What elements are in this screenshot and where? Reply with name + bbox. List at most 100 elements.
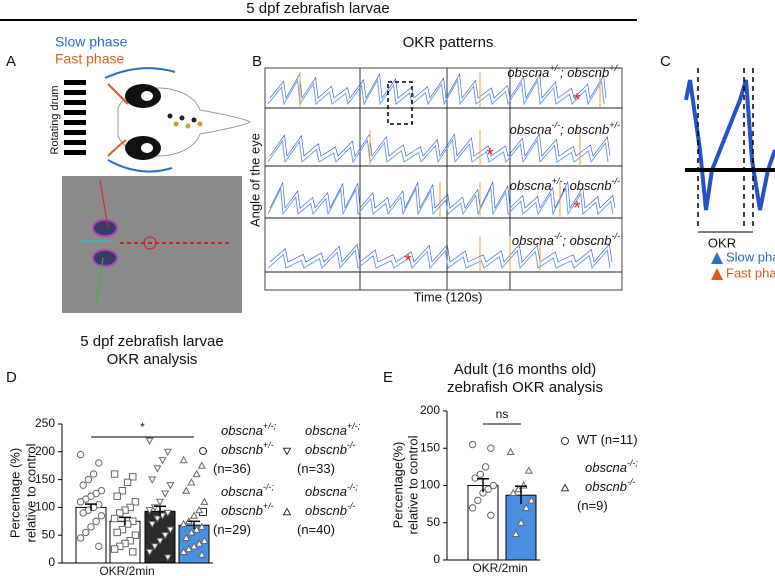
data-point [76,498,85,506]
superscript: -/- [612,231,621,241]
significance-label: * [140,420,145,434]
text-part: obscna [221,423,263,438]
data-point [189,542,199,550]
eye-trace [267,249,611,270]
superscript: +/- [609,63,620,73]
data-point [192,525,201,533]
data-point [116,509,124,517]
data-point [95,459,103,467]
y-tick-label: 200 [420,403,440,417]
data-point [129,548,137,556]
y-tick-label: 200 [35,444,55,458]
microscopy-image [62,176,242,313]
data-point [82,528,90,537]
legend-marker [561,437,569,445]
data-point [474,496,482,505]
data-point [113,492,121,500]
superscript: -/-; [627,458,638,468]
text-part: (n=9) [577,498,608,513]
eye-trace [267,78,605,106]
superscript: +/- [609,120,620,130]
data-point [89,470,98,478]
superscript: -/- [554,231,563,241]
fast-phase-label: Fast phase [726,265,775,280]
data-point [145,437,154,445]
panel-label: C [660,53,671,70]
superscript: +/- [549,63,560,73]
panel-label: E [383,369,393,386]
data-point [522,503,531,511]
y-axis-label: relative to control [405,435,420,534]
data-point [110,514,119,523]
y-tick-label: 100 [35,500,55,514]
data-point [155,537,165,545]
data-point [195,505,204,514]
superscript: +/-; [263,421,277,431]
legend-marker [282,447,292,456]
data-point [187,528,196,536]
superscript: -/- [347,440,356,450]
data-point [158,457,167,465]
rich-text: obscna+/-; [221,421,277,438]
y-axis-label: Percentage (%) [7,448,22,538]
data-point [166,526,175,534]
text-part: obscnb [305,442,347,457]
eye-trace [269,73,607,99]
legend-marker [560,483,570,492]
data-point [79,509,87,517]
data-point [509,488,518,497]
superscript: +/- [263,501,274,511]
eye-trace [269,243,613,263]
data-point [76,534,85,542]
data-point [163,554,172,562]
drum [64,78,86,160]
data-point [476,470,485,479]
data-point [95,542,103,551]
data-point [145,548,154,557]
data-point [153,515,162,523]
y-tick-label: 50 [427,515,441,529]
bar [505,494,537,561]
y-axis-label: Percentage(%) [390,442,405,529]
text-part: obscna [512,233,554,248]
rich-text: (n=33) [297,461,335,476]
data-point [195,539,204,547]
data-point [155,498,165,507]
data-point [179,547,188,555]
data-point [182,533,191,542]
asterisk: * [573,198,580,218]
fish-diagram [104,67,251,173]
rich-text: obscna-/-; [585,458,638,475]
rich-text: (n=36) [213,461,251,476]
text-part: obscna [510,178,552,193]
rich-text: obscnb+/- [221,440,274,457]
rich-text: obscna-/-; obscnb-/- [512,231,620,248]
chart-title: OKR analysis [107,351,198,368]
fast-phase-icon [711,268,723,280]
text-part: obscnb [221,442,263,457]
superscript: -/- [552,120,561,130]
data-point [192,469,201,478]
chart-title: zebrafish OKR analysis [447,379,603,396]
superscript: -/-; [347,482,358,492]
data-point [489,481,498,490]
text-part: (n=36) [213,461,251,476]
x-axis-label: OKR/2min [99,564,154,576]
data-point [150,543,159,551]
asterisk: * [486,145,493,165]
data-point [145,507,154,515]
drum-label: Rotating drum [49,85,61,154]
rich-text: obscna+/-; [305,421,361,438]
data-point [506,447,515,456]
data-point [524,466,533,474]
panel-label: B [252,53,262,70]
highlight-box [387,81,413,125]
okr-trace [684,79,775,211]
data-point [197,461,206,469]
rich-text: obscnb-/- [305,501,355,518]
data-point [511,529,520,537]
data-point [179,519,188,528]
text-part: WT (n=11) [577,432,638,447]
data-point [514,484,523,493]
rich-text: obscna-/-; [305,482,358,499]
